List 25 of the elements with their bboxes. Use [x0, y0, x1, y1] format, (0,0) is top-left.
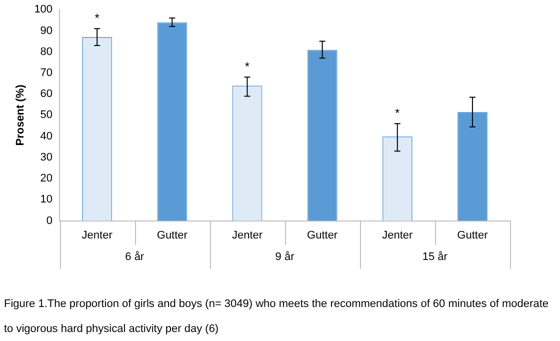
y-axis-title: Prosent (%): [14, 84, 27, 146]
x-tick-label: Jenter: [232, 229, 263, 242]
x-tick-label: Gutter: [156, 229, 188, 242]
data-label: *: [244, 59, 250, 74]
y-tick-label: 40: [40, 130, 53, 142]
y-tick-label: 60: [40, 88, 53, 100]
y-tick-label: 0: [46, 214, 53, 227]
y-tick-label: 50: [40, 109, 53, 122]
y-tick-label: 20: [40, 172, 53, 185]
text: 6 år: [125, 250, 144, 263]
y-tick-label: 90: [40, 24, 53, 37]
text: 9 år: [275, 250, 295, 263]
y-tick-label: 30: [40, 151, 53, 164]
y-tick-label: 70: [40, 66, 53, 79]
caption: Figure 1.The proportion of girls and boys (n= 3049) who meets the recommendations of 60 minutes of moderate to vigorous hard physical activity per day (6): [4, 297, 550, 337]
y-tick-label: 10: [40, 194, 53, 206]
y-tick-label: 100: [34, 4, 53, 16]
x-tick-label: Gutter: [457, 229, 488, 242]
y-tick-label: 80: [40, 46, 53, 58]
data-label: *: [395, 106, 400, 120]
x-tick-label: Jenter: [82, 229, 113, 242]
text: 15 år: [422, 250, 448, 263]
data-label: *: [94, 10, 100, 25]
x-tick-label: Jenter: [382, 229, 414, 242]
x-tick-label: Gutter: [307, 229, 338, 242]
